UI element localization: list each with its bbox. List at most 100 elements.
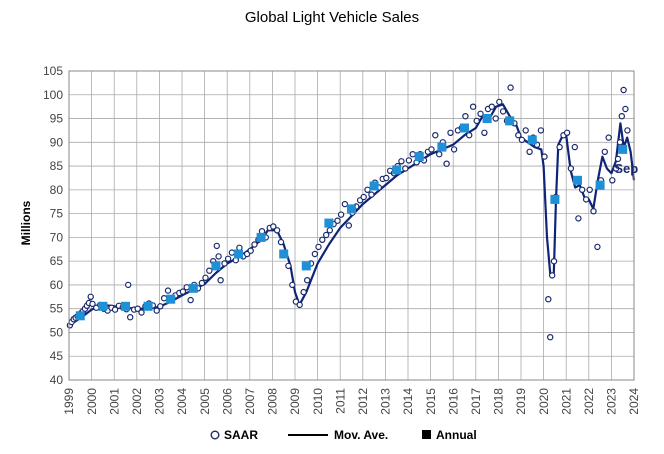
saar-point <box>575 215 582 222</box>
y-tick-labels: 40 45 50 55 60 65 70 75 80 85 90 95 100 105 <box>43 64 63 387</box>
saar-point <box>616 139 624 146</box>
y-tick-label: 100 <box>43 88 63 102</box>
saar-point <box>311 250 319 258</box>
x-tick-label: 2000 <box>85 388 99 415</box>
saar-point <box>164 287 172 294</box>
saar-point <box>563 129 571 136</box>
legend-annual-label: Annual <box>436 428 477 442</box>
annotation-sep: Sep <box>614 161 638 176</box>
saar-point <box>541 153 548 160</box>
saar-point <box>402 165 409 172</box>
y-axis-label: Millions <box>19 200 33 245</box>
saar-point <box>217 277 224 284</box>
gridlines <box>68 70 635 381</box>
saar-point <box>601 148 609 155</box>
annual-point <box>234 249 243 259</box>
saar-point <box>488 103 495 110</box>
saar-point <box>124 281 132 289</box>
annual-point <box>121 301 130 311</box>
y-tick-label: 85 <box>50 159 64 173</box>
saar-point <box>383 174 390 182</box>
saar-point <box>515 131 522 139</box>
saar-point <box>292 298 300 305</box>
saar-point <box>304 277 311 284</box>
annual-point <box>188 283 198 293</box>
saar-point <box>315 243 322 251</box>
saar-point <box>614 155 622 163</box>
saar-point <box>224 255 232 262</box>
annual-point <box>143 301 153 311</box>
saar-point <box>605 134 612 141</box>
saar-point <box>202 274 209 281</box>
saar-point <box>499 108 507 115</box>
annual-point <box>324 218 334 228</box>
saar-point <box>179 288 187 295</box>
x-tick-label: 2013 <box>379 388 393 415</box>
annual-point <box>211 261 221 271</box>
annual-point <box>573 175 582 185</box>
x-tick-label: 2004 <box>175 388 189 415</box>
saar-point <box>221 260 228 267</box>
saar-point <box>590 207 597 215</box>
x-tick-label: 2016 <box>446 388 460 415</box>
legend-annual-marker <box>422 430 431 439</box>
saar-point <box>153 307 160 314</box>
x-tick-label: 2010 <box>311 388 325 415</box>
saar-point <box>215 253 222 260</box>
saar-point <box>477 110 484 118</box>
saar-point <box>138 309 145 316</box>
saar-point <box>492 115 499 122</box>
saar-point <box>545 296 552 303</box>
saar-point <box>556 143 563 151</box>
saar-point <box>337 211 345 218</box>
y-tick-label: 60 <box>50 278 64 292</box>
saar-point <box>87 293 94 300</box>
annual-point <box>166 294 176 304</box>
saar-point <box>547 334 554 341</box>
y-tick-label: 90 <box>50 135 64 149</box>
annual-point <box>595 180 605 190</box>
saar-point <box>432 131 439 139</box>
saar-point <box>270 223 277 230</box>
x-tick-labels: 1999 2000 2001 2002 2003 2004 2005 2006 2007 2008… <box>62 388 641 415</box>
y-tick-label: 70 <box>50 230 64 244</box>
saar-point <box>537 127 545 134</box>
x-tick-label: 2021 <box>559 388 573 415</box>
x-tick-label: 2022 <box>582 388 596 415</box>
annual-point <box>301 261 311 271</box>
y-tick-label: 75 <box>50 207 64 221</box>
saar-point <box>398 158 405 165</box>
saar-point <box>198 279 206 287</box>
annual-point <box>550 194 560 204</box>
saar-point <box>518 136 526 144</box>
x-tick-label: 2024 <box>627 388 641 415</box>
saar-point <box>251 241 258 248</box>
x-tick-label: 2019 <box>514 388 528 415</box>
x-tick-label: 1999 <box>62 388 76 415</box>
saar-point <box>183 284 190 291</box>
annual-point <box>369 181 379 191</box>
x-tick-label: 2017 <box>469 388 483 415</box>
y-tick-label: 65 <box>50 254 64 268</box>
saar-point <box>507 84 514 91</box>
saar-point <box>360 193 367 201</box>
annual-point <box>527 135 537 145</box>
saar-point <box>228 249 236 256</box>
saar-point <box>582 196 590 203</box>
saar-point <box>594 243 601 251</box>
y-tick-label: 45 <box>50 349 64 363</box>
series-moving-average <box>68 103 636 327</box>
chart-title: Global Light Vehicle Sales <box>245 9 419 26</box>
x-tick-label: 2020 <box>537 388 551 415</box>
x-tick-label: 2014 <box>401 388 415 415</box>
saar-point <box>247 247 254 254</box>
saar-point <box>341 200 349 208</box>
series-annual <box>75 114 628 321</box>
annual-point <box>414 152 424 162</box>
saar-point <box>549 272 556 279</box>
legend-saar-marker <box>210 430 220 440</box>
saar-point <box>466 131 473 139</box>
saar-point <box>618 112 626 120</box>
x-tick-label: 2007 <box>243 388 257 415</box>
saar-point <box>345 222 352 229</box>
